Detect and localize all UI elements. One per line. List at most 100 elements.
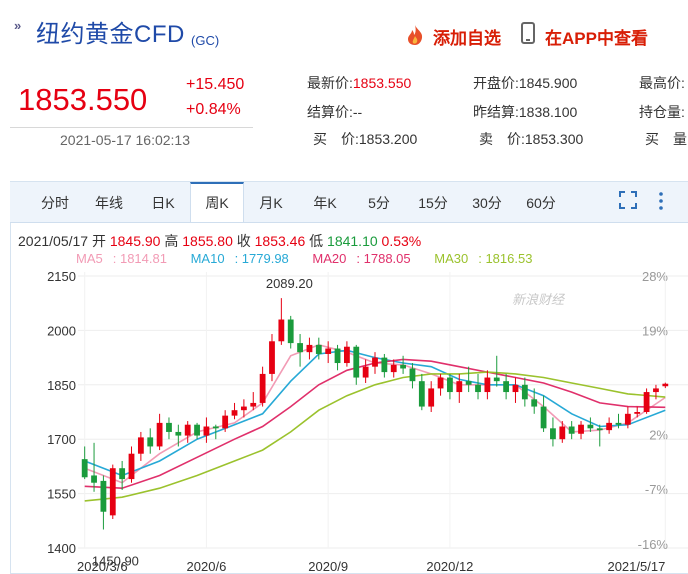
tab-5min[interactable]: 5分 [368,195,390,211]
y-tick-label: 2000 [47,323,76,338]
candle-body [409,368,416,382]
candle-body [587,424,594,429]
page-title: 纽约黄金CFD [36,21,185,48]
ma-line-ma30 [84,371,666,502]
candle-body [465,381,472,385]
tab-15min[interactable]: 15分 [418,195,448,211]
candle-body [325,348,332,354]
fullscreen-icon[interactable] [619,191,637,209]
candle-body [624,413,631,425]
candle-body [194,424,200,436]
field-prev-settle: 昨结算:1838.100 [473,104,578,120]
pct-tick-label: -16% [638,537,669,552]
field-settle: 结算价:-- [307,104,363,120]
y-tick-label: 2150 [47,269,76,284]
candle-body [372,357,378,367]
field-latest: 最新价:1853.550 [307,75,412,91]
tab-60min[interactable]: 60分 [526,195,556,211]
y-tick-label: 1400 [47,541,76,556]
candle-body [109,468,116,516]
candle-body [568,426,575,434]
tab-intraday[interactable]: 分时 [41,195,69,211]
x-tick-label: 2020/6 [187,559,227,574]
candle-body [240,406,247,411]
candle-body [353,346,360,378]
candle-body [259,373,266,403]
candle-body [531,399,538,407]
candle-body [184,424,191,436]
tab-yearly-k[interactable]: 年K [313,195,337,211]
ma-line-ma10 [84,349,666,477]
pct-tick-label: -7% [645,482,669,497]
header: » 纽约黄金CFD (GC) 添加自选 在APP中查看 [0,0,688,66]
candle-body [456,381,463,393]
candle-body [166,422,172,432]
tab-monthly-k[interactable]: 月K [259,195,283,211]
period-tabs: 分时 年线 日K 周K 月K 年K 5分 15分 30分 60分 [10,182,688,223]
ohlc-readout: 2021/05/17 开 1845.90 高 1855.80 收 1853.46… [18,233,422,249]
instrument-code: (GC) [191,33,220,48]
ma30-legend: MA30: 1816.53 [434,251,533,266]
field-open-interest: 持仓量: [639,104,685,120]
candle-body [175,431,182,436]
field-bid: 买 价:1853.200 [313,131,418,147]
candle-body [269,341,275,374]
candle-body [287,319,294,344]
ma5-legend: MA5: 1814.81 [76,251,167,266]
candle-body [484,377,491,393]
candle-body [137,437,144,454]
field-high: 最高价: [639,75,685,91]
candle-body [100,480,107,512]
ma10-legend: MA10: 1779.98 [190,251,289,266]
quote-time: 2021-05-17 16:02:13 [60,132,190,148]
quote-summary: 1853.550 +15.450 +0.84% 2021-05-17 16:02… [0,66,688,170]
candle-body [578,424,584,434]
last-price: 1853.550 [18,82,148,117]
candle-body [344,346,350,364]
candle-body [222,415,229,429]
more-options-icon[interactable] [659,192,663,210]
candle-body [418,381,425,407]
tab-30min[interactable]: 30分 [472,195,502,211]
candle-body [381,357,388,373]
candle-body [119,468,126,480]
candle-body [334,348,341,364]
candle-body [147,437,154,447]
candle-body [634,412,641,414]
sina-finance-watermark: 新浪财经 [512,292,565,307]
candle-body [521,384,528,400]
candle-body [447,377,453,393]
candle-body [606,422,613,431]
candle-body [493,377,500,382]
fire-icon [408,25,423,45]
price-change-percent: +0.84% [186,101,241,118]
candle-body [231,410,238,416]
candle-body [306,344,313,353]
pct-tick-label: 2% [649,427,668,442]
tab-daily-k[interactable]: 日K [151,195,175,211]
candle-body [156,422,163,447]
high-annotation: 2089.20 [266,276,313,291]
tab-weekly-k[interactable]: 周K [190,182,244,222]
field-ask: 卖 价:1853.300 [479,131,584,147]
candle-body [128,453,135,480]
candle-body [540,406,547,429]
y-tick-label: 1700 [47,432,76,447]
ma20-legend: MA20: 1788.05 [312,251,411,266]
tab-year-line[interactable]: 年线 [95,195,123,211]
candle-body [550,428,556,440]
view-in-app-button[interactable]: 在APP中查看 [545,29,648,48]
add-to-watchlist-button[interactable]: 添加自选 [433,29,501,48]
candle-body [278,319,285,342]
low-annotation: 1450.90 [92,554,139,569]
candle-body [315,344,322,354]
candle-body [653,388,659,393]
candle-body [91,475,97,483]
candle-body [643,392,650,412]
candle-body [428,388,435,407]
field-bid-volume: 买 量: [645,131,688,147]
ma-line-ma20 [84,358,666,490]
candle-body [559,426,566,440]
candle-body [503,381,510,393]
